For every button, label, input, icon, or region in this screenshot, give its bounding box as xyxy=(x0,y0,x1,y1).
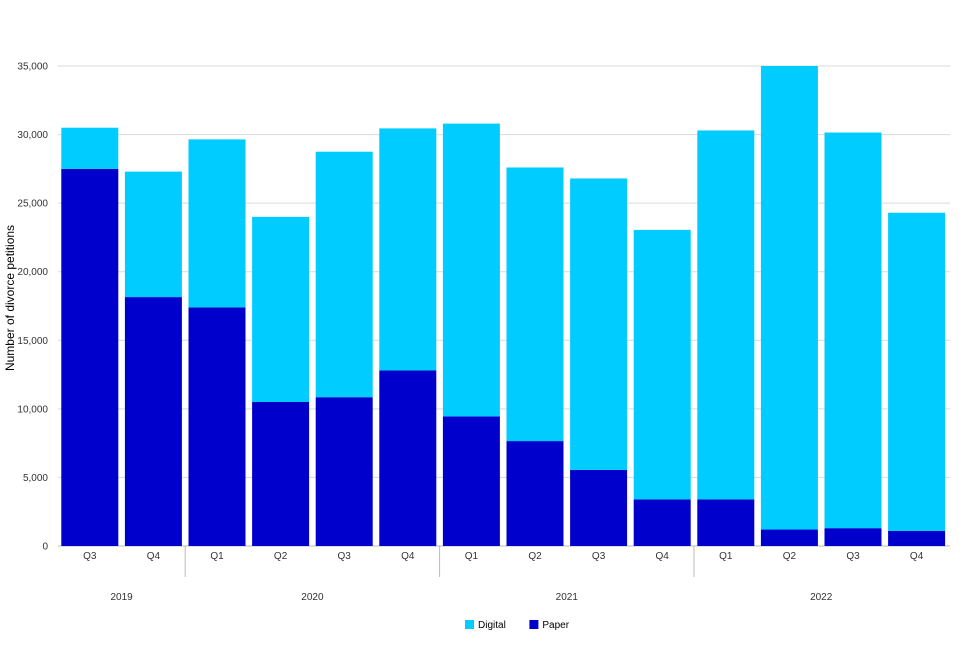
bar-paper-segment xyxy=(252,402,310,546)
bar-paper-segment xyxy=(61,168,119,546)
bar-paper-segment xyxy=(888,530,946,546)
y-tick-label: 0 xyxy=(42,542,48,553)
legend-label-digital: Digital xyxy=(478,620,506,631)
bar-paper-segment xyxy=(124,297,182,546)
y-tick-label: 15,000 xyxy=(17,336,48,347)
bar-digital-segment xyxy=(824,132,882,529)
bar-digital-segment xyxy=(442,123,500,417)
bar-paper-segment xyxy=(188,307,246,546)
bar-digital-segment xyxy=(697,130,755,500)
bar-digital-segment xyxy=(633,229,691,500)
bar-paper-segment xyxy=(315,397,373,546)
bar-paper-segment xyxy=(633,499,691,546)
bar-digital-segment xyxy=(252,216,310,402)
y-tick-label: 20,000 xyxy=(17,267,48,278)
x-tick-label: Q4 xyxy=(910,551,924,562)
bar-paper-segment xyxy=(379,370,437,546)
x-tick-label: Q1 xyxy=(210,551,224,562)
x-axis-ticks: Q3 Q4 Q1 Q2 Q3 Q4 Q1 Q2 Q3 Q4 Q1 Q2 Q3 Q4 xyxy=(83,551,924,562)
x-tick-label: Q4 xyxy=(656,551,670,562)
bar-paper-segment xyxy=(697,499,755,546)
year-label: 2021 xyxy=(556,592,579,603)
bar-paper-segment xyxy=(442,416,500,546)
y-axis-ticks: 0 5,000 10,000 15,000 20,000 25,000 30,000 35,0… xyxy=(17,62,48,553)
bar-digital-segment xyxy=(61,127,119,169)
bar-digital-segment xyxy=(506,167,564,442)
x-tick-label: Q2 xyxy=(783,551,797,562)
y-tick-label: 30,000 xyxy=(17,130,48,141)
bars xyxy=(61,66,946,546)
bar-digital-segment xyxy=(124,171,182,298)
y-tick-label: 35,000 xyxy=(17,62,48,73)
bar-digital-segment xyxy=(379,128,437,371)
bar-digital-segment xyxy=(315,151,373,398)
x-tick-label: Q3 xyxy=(846,551,860,562)
year-label: 2020 xyxy=(301,592,324,603)
x-tick-label: Q3 xyxy=(592,551,606,562)
x-tick-label: Q2 xyxy=(528,551,542,562)
bar-digital-segment xyxy=(570,178,628,470)
year-label: 2022 xyxy=(810,592,833,603)
bar-paper-segment xyxy=(570,469,628,546)
bar-paper-segment xyxy=(506,441,564,546)
bar-digital-segment xyxy=(188,139,246,308)
bar-paper-segment xyxy=(824,528,882,546)
x-tick-label: Q3 xyxy=(83,551,97,562)
y-tick-label: 10,000 xyxy=(17,404,48,415)
bar-digital-segment xyxy=(888,212,946,531)
bar-digital-segment xyxy=(760,66,818,530)
x-tick-label: Q4 xyxy=(147,551,161,562)
legend: Digital Paper xyxy=(465,620,570,631)
y-tick-label: 25,000 xyxy=(17,199,48,210)
y-tick-label: 5,000 xyxy=(23,473,48,484)
year-label: 2019 xyxy=(110,592,133,603)
x-tick-label: Q4 xyxy=(401,551,415,562)
x-tick-label: Q2 xyxy=(274,551,288,562)
x-tick-label: Q1 xyxy=(719,551,733,562)
year-labels: 2019 2020 2021 2022 xyxy=(110,546,833,603)
legend-swatch-paper xyxy=(529,620,539,629)
legend-swatch-digital xyxy=(465,620,474,629)
x-tick-label: Q1 xyxy=(465,551,479,562)
bar-paper-segment xyxy=(760,529,818,546)
x-tick-label: Q3 xyxy=(338,551,352,562)
legend-label-paper: Paper xyxy=(542,620,569,631)
y-axis-label: Number of divorce petitions xyxy=(3,225,17,371)
